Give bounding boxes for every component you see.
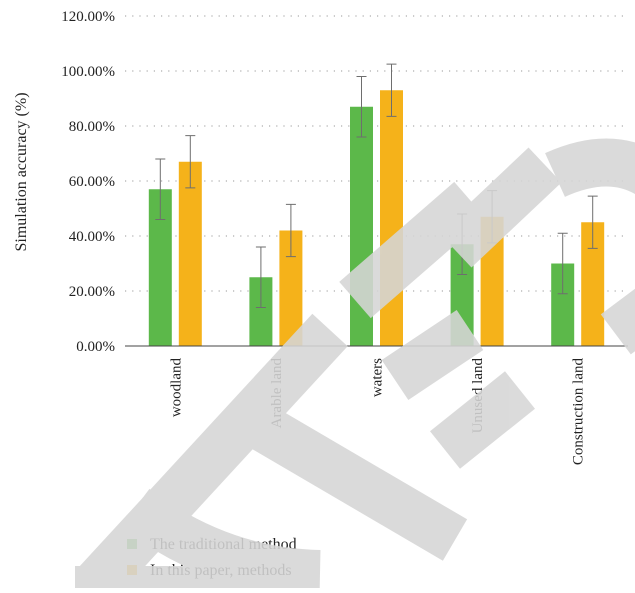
y-tick-label: 60.00% <box>69 174 115 190</box>
y-tick-label: 20.00% <box>69 284 115 300</box>
legend-swatch <box>127 565 137 575</box>
legend: The traditional method In this paper, met… <box>127 536 297 579</box>
y-tick-label: 0.00% <box>76 339 115 355</box>
bar <box>581 222 605 346</box>
x-tick-label: waters <box>370 358 386 397</box>
bar <box>178 161 202 346</box>
y-tick-label: 120.00% <box>61 9 115 25</box>
y-tick-label: 80.00% <box>69 119 115 135</box>
legend-swatch <box>127 539 137 549</box>
x-tick-label: Unused land <box>470 358 486 434</box>
legend-label: In this paper, methods <box>150 562 292 579</box>
bar <box>551 263 575 346</box>
legend-label: The traditional method <box>150 536 297 553</box>
y-axis-label: Simulation accuracy (%) <box>13 92 30 251</box>
x-tick-label: Construction land <box>571 358 587 466</box>
axes: 0.00% 20.00% 40.00% 60.00% 80.00% 100.00% 120.… <box>61 9 628 465</box>
bar <box>350 106 373 346</box>
x-tick-label: woodland <box>168 358 184 418</box>
y-tick-label: 100.00% <box>61 64 115 80</box>
bars <box>148 63 605 346</box>
bar <box>148 189 172 346</box>
bar <box>380 90 403 346</box>
x-tick-label: Arable land <box>269 358 285 429</box>
y-tick-label: 40.00% <box>69 229 115 245</box>
